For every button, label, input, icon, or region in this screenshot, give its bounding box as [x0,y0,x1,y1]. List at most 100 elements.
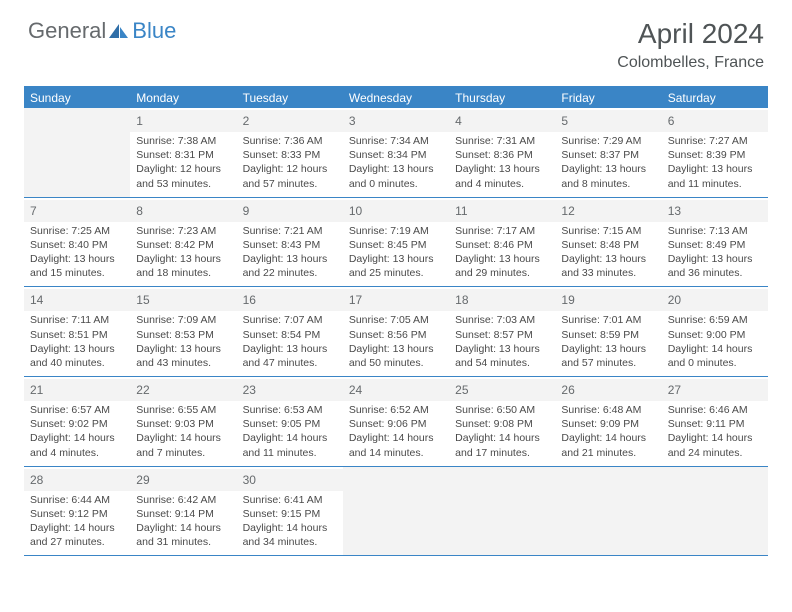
logo-sail-icon [108,22,130,40]
day-info: Sunrise: 7:13 AMSunset: 8:49 PMDaylight:… [668,224,762,281]
daynum-row: 3 [343,110,449,132]
daynum-row: 2 [237,110,343,132]
day-cell: 23Sunrise: 6:53 AMSunset: 9:05 PMDayligh… [237,377,343,466]
day-number: 9 [243,204,250,218]
day-info: Sunrise: 7:03 AMSunset: 8:57 PMDaylight:… [455,313,549,370]
day-number: 4 [455,114,462,128]
day-number: 8 [136,204,143,218]
weeks-container: 1Sunrise: 7:38 AMSunset: 8:31 PMDaylight… [24,108,768,556]
day-info: Sunrise: 7:23 AMSunset: 8:42 PMDaylight:… [136,224,230,281]
day-cell: 11 Sunrise: 7:17 AMSunset: 8:46 PMDayligh… [449,198,555,287]
day-number: 26 [561,383,574,397]
day-info: Sunrise: 6:53 AMSunset: 9:05 PMDaylight:… [243,403,337,460]
day-number: 13 [668,204,681,218]
daynum-row: 14 [24,289,130,311]
day-info: Sunrise: 7:34 AMSunset: 8:34 PMDaylight:… [349,134,443,191]
day-info: Sunrise: 7:07 AMSunset: 8:54 PMDaylight:… [243,313,337,370]
daynum-row: 24 [343,379,449,401]
day-info: Sunrise: 6:59 AMSunset: 9:00 PMDaylight:… [668,313,762,370]
dow-header-row: SundayMondayTuesdayWednesdayThursdayFrid… [24,88,768,108]
day-info: Sunrise: 7:38 AMSunset: 8:31 PMDaylight:… [136,134,230,191]
dow-header-cell: Sunday [24,88,130,108]
day-cell: 1Sunrise: 7:38 AMSunset: 8:31 PMDaylight… [130,108,236,197]
day-cell: 14 Sunrise: 7:11 AMSunset: 8:51 PMDayligh… [24,287,130,376]
day-number: 12 [561,204,574,218]
location-label: Colombelles, France [617,54,764,72]
daynum-row: 23 [237,379,343,401]
day-cell: 2 Sunrise: 7:36 AMSunset: 8:33 PMDaylight… [237,108,343,197]
day-cell: 17Sunrise: 7:05 AMSunset: 8:56 PMDayligh… [343,287,449,376]
day-number: 6 [668,114,675,128]
daynum-row: 15 [130,289,236,311]
day-number: 18 [455,293,468,307]
day-cell: 13 Sunrise: 7:13 AMSunset: 8:49 PMDayligh… [662,198,768,287]
day-info: Sunrise: 7:11 AMSunset: 8:51 PMDaylight:… [30,313,124,370]
day-info: Sunrise: 7:31 AMSunset: 8:36 PMDaylight:… [455,134,549,191]
day-cell: 30Sunrise: 6:41 AMSunset: 9:15 PMDayligh… [237,467,343,556]
day-cell: 8 Sunrise: 7:23 AMSunset: 8:42 PMDaylight… [130,198,236,287]
day-number: 29 [136,473,149,487]
day-cell [662,467,768,556]
day-number: 17 [349,293,362,307]
month-title: April 2024 [617,18,764,50]
day-number: 22 [136,383,149,397]
day-cell: 25 Sunrise: 6:50 AMSunset: 9:08 PMDayligh… [449,377,555,466]
day-cell: 18 Sunrise: 7:03 AMSunset: 8:57 PMDayligh… [449,287,555,376]
day-info: Sunrise: 6:55 AMSunset: 9:03 PMDaylight:… [136,403,230,460]
brand-logo: General Blue [28,18,176,44]
week-row: 1Sunrise: 7:38 AMSunset: 8:31 PMDaylight… [24,108,768,198]
daynum-row: 7 [24,200,130,222]
dow-header-cell: Tuesday [237,88,343,108]
week-row: 21Sunrise: 6:57 AMSunset: 9:02 PMDayligh… [24,377,768,467]
daynum-row: 19 [555,289,661,311]
week-row: 14 Sunrise: 7:11 AMSunset: 8:51 PMDayligh… [24,287,768,377]
day-number: 3 [349,114,356,128]
dow-header-cell: Thursday [449,88,555,108]
day-info: Sunrise: 7:17 AMSunset: 8:46 PMDaylight:… [455,224,549,281]
day-info: Sunrise: 6:46 AMSunset: 9:11 PMDaylight:… [668,403,762,460]
day-info: Sunrise: 7:36 AMSunset: 8:33 PMDaylight:… [243,134,337,191]
daynum-row: 29 [130,469,236,491]
dow-header-cell: Friday [555,88,661,108]
daynum-row: 27 [662,379,768,401]
day-number: 11 [455,204,467,218]
brand-text-general: General [28,18,106,44]
daynum-row: 21 [24,379,130,401]
day-cell: 26Sunrise: 6:48 AMSunset: 9:09 PMDayligh… [555,377,661,466]
day-info: Sunrise: 7:29 AMSunset: 8:37 PMDaylight:… [561,134,655,191]
day-cell: 10Sunrise: 7:19 AMSunset: 8:45 PMDayligh… [343,198,449,287]
day-number: 25 [455,383,468,397]
day-cell [555,467,661,556]
day-info: Sunrise: 6:44 AMSunset: 9:12 PMDaylight:… [30,493,124,550]
daynum-row: 8 [130,200,236,222]
day-number: 5 [561,114,568,128]
day-cell: 28Sunrise: 6:44 AMSunset: 9:12 PMDayligh… [24,467,130,556]
daynum-row: 17 [343,289,449,311]
day-info: Sunrise: 7:01 AMSunset: 8:59 PMDaylight:… [561,313,655,370]
daynum-row: 28 [24,469,130,491]
daynum-row: 11 [449,200,555,222]
daynum-row: 22 [130,379,236,401]
day-cell: 19 Sunrise: 7:01 AMSunset: 8:59 PMDayligh… [555,287,661,376]
day-info: Sunrise: 7:27 AMSunset: 8:39 PMDaylight:… [668,134,762,191]
day-number: 14 [30,293,43,307]
daynum-row: 9 [237,200,343,222]
daynum-row: 10 [343,200,449,222]
daynum-row: 25 [449,379,555,401]
day-cell: 7Sunrise: 7:25 AMSunset: 8:40 PMDaylight… [24,198,130,287]
day-cell: 20Sunrise: 6:59 AMSunset: 9:00 PMDayligh… [662,287,768,376]
daynum-row: 30 [237,469,343,491]
day-number: 30 [243,473,256,487]
day-cell: 9Sunrise: 7:21 AMSunset: 8:43 PMDaylight… [237,198,343,287]
daynum-row: 18 [449,289,555,311]
day-number: 19 [561,293,574,307]
day-info: Sunrise: 6:57 AMSunset: 9:02 PMDaylight:… [30,403,124,460]
day-number: 15 [136,293,149,307]
dow-header-cell: Wednesday [343,88,449,108]
day-number: 2 [243,114,250,128]
day-cell: 27 Sunrise: 6:46 AMSunset: 9:11 PMDayligh… [662,377,768,466]
day-info: Sunrise: 6:50 AMSunset: 9:08 PMDaylight:… [455,403,549,460]
day-number: 24 [349,383,362,397]
day-cell [449,467,555,556]
day-number: 27 [668,383,681,397]
